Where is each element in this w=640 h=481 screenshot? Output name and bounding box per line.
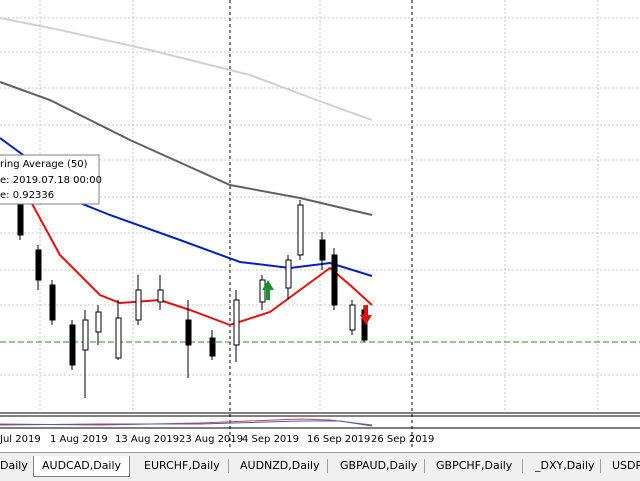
indicator-line (0, 420, 373, 427)
chart-window: ring Average (50) e: 2019.07.18 00:00 e:… (0, 0, 640, 450)
candles (17, 195, 368, 398)
tab[interactable]: AUDCAD,Daily (33, 456, 131, 477)
tooltip-line: ring Average (50) (0, 159, 88, 170)
tab[interactable]: EURCHF,Daily (144, 459, 220, 472)
time-label: 13 Aug 2019 (115, 434, 179, 445)
tab-bar: Daily AUDCAD,Daily EURCHF,Daily AUDNZD,D… (0, 452, 640, 481)
time-label: 4 Sep 2019 (242, 434, 299, 445)
tooltip-line: e: 0.92336 (0, 190, 54, 201)
time-axis: Jul 2019 1 Aug 2019 13 Aug 2019 23 Aug 2… (0, 434, 434, 445)
tab[interactable]: GBPAUD,Daily (340, 459, 418, 472)
time-label: Jul 2019 (0, 434, 41, 445)
time-label: 26 Sep 2019 (371, 434, 434, 445)
tab[interactable]: _DXY,Daily (535, 459, 595, 472)
tab[interactable]: USDR (612, 459, 640, 472)
tab[interactable]: Daily (0, 459, 28, 472)
tab[interactable]: AUDNZD,Daily (240, 459, 320, 472)
tooltip: ring Average (50) e: 2019.07.18 00:00 e:… (0, 154, 102, 205)
time-label: 23 Aug 2019 (179, 434, 243, 445)
grid (0, 0, 640, 412)
sell-arrow (360, 305, 372, 325)
buy-arrow (262, 280, 274, 300)
ma-100 (0, 81, 373, 216)
period-separators (229, 0, 413, 450)
time-label: 16 Sep 2019 (307, 434, 370, 445)
time-label: 1 Aug 2019 (50, 434, 108, 445)
tooltip-line: e: 2019.07.18 00:00 (0, 175, 102, 186)
ma-200 (0, 17, 373, 121)
ma-20 (0, 164, 373, 327)
tooltip-box (0, 154, 100, 205)
tab[interactable]: GBPCHF,Daily (436, 459, 513, 472)
